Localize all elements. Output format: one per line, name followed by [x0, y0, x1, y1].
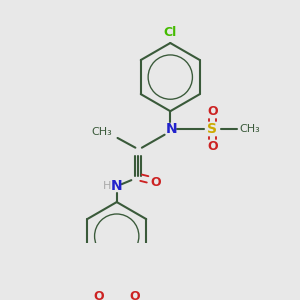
- Text: CH₃: CH₃: [239, 124, 260, 134]
- Text: Cl: Cl: [164, 26, 177, 39]
- Text: O: O: [94, 290, 104, 300]
- Text: N: N: [111, 179, 122, 193]
- Text: O: O: [207, 140, 218, 153]
- Text: N: N: [165, 122, 177, 136]
- Text: S: S: [208, 122, 218, 136]
- Text: O: O: [129, 290, 140, 300]
- Text: H: H: [103, 181, 111, 191]
- Text: O: O: [207, 105, 218, 118]
- Text: O: O: [150, 176, 161, 189]
- Text: CH₃: CH₃: [91, 127, 112, 137]
